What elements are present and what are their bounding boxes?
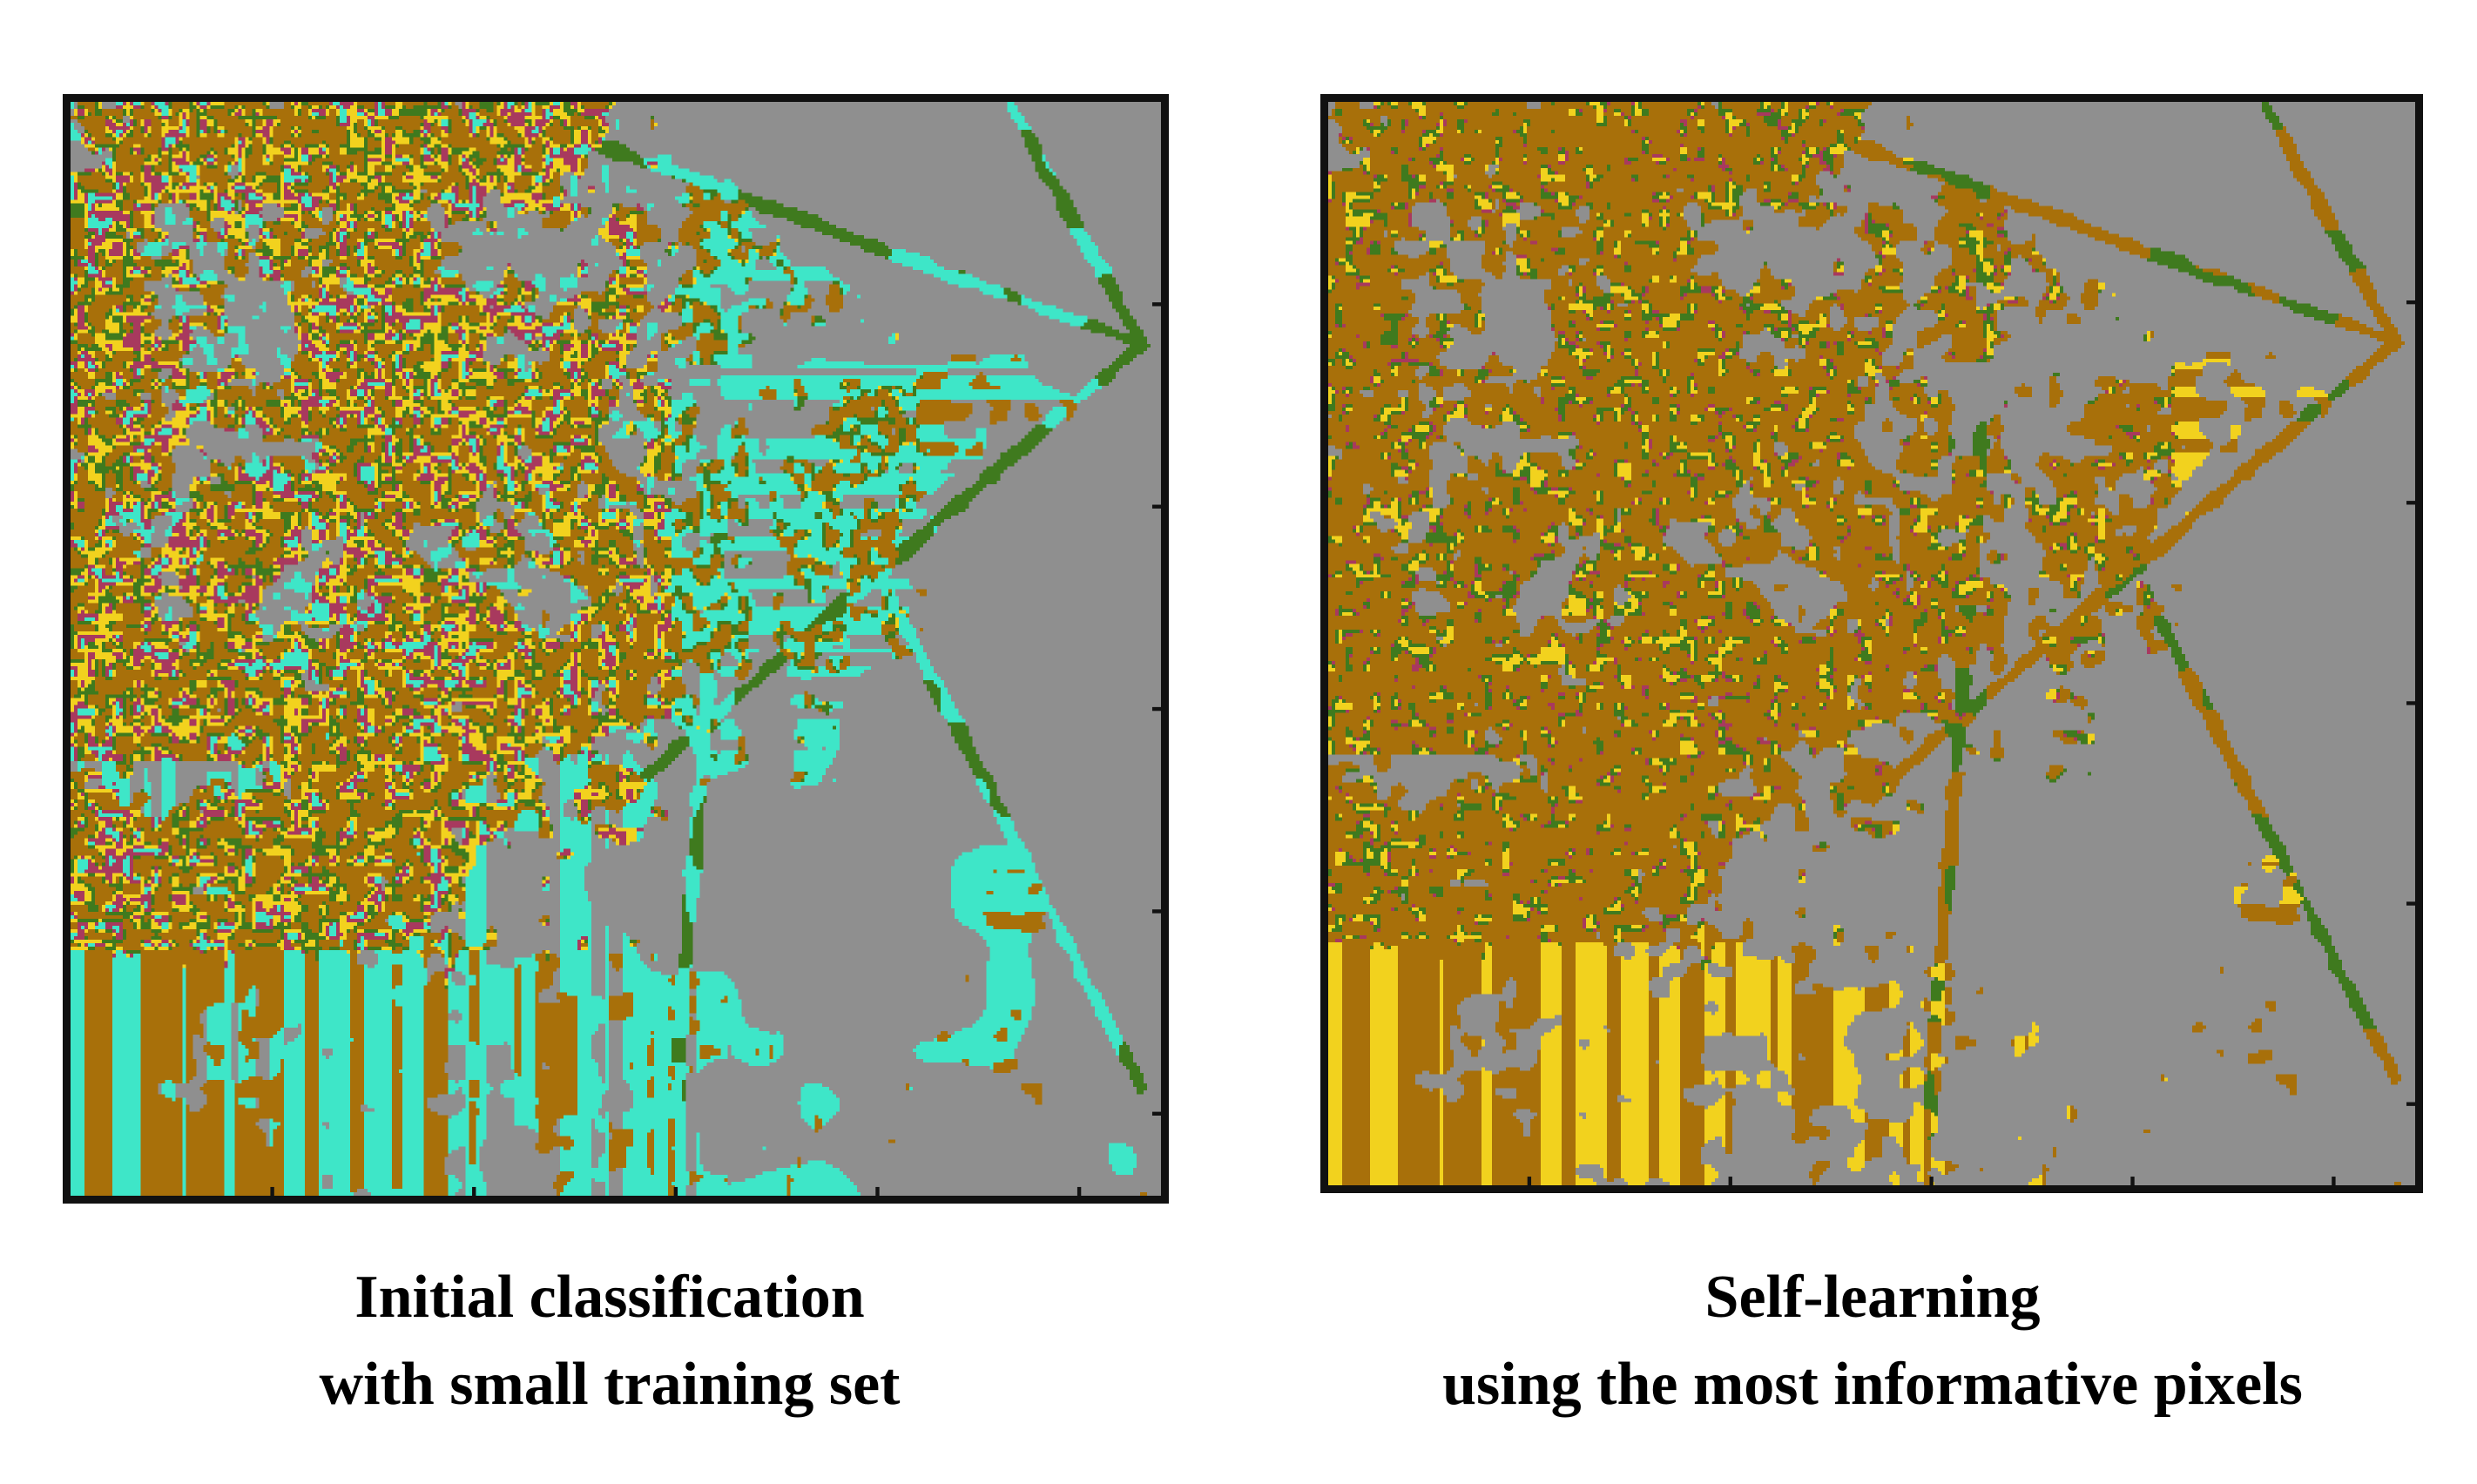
classification-map-self-learning-image — [1328, 102, 2415, 1185]
axis-ticks — [270, 302, 1161, 1196]
caption-line: with small training set — [319, 1351, 901, 1418]
classification-map-initial — [63, 94, 1169, 1204]
classification-map-self-learning — [1320, 94, 2423, 1193]
caption-initial-classification: Initial classification with small traini… — [87, 1254, 1132, 1428]
classification-map-initial-image — [71, 102, 1161, 1196]
caption-line: using the most informative pixels — [1442, 1351, 2303, 1418]
caption-line: Initial classification — [354, 1264, 865, 1331]
caption-self-learning: Self-learning using the most informative… — [1306, 1254, 2439, 1428]
axis-ticks — [1527, 300, 2415, 1185]
caption-line: Self-learning — [1704, 1264, 2041, 1331]
